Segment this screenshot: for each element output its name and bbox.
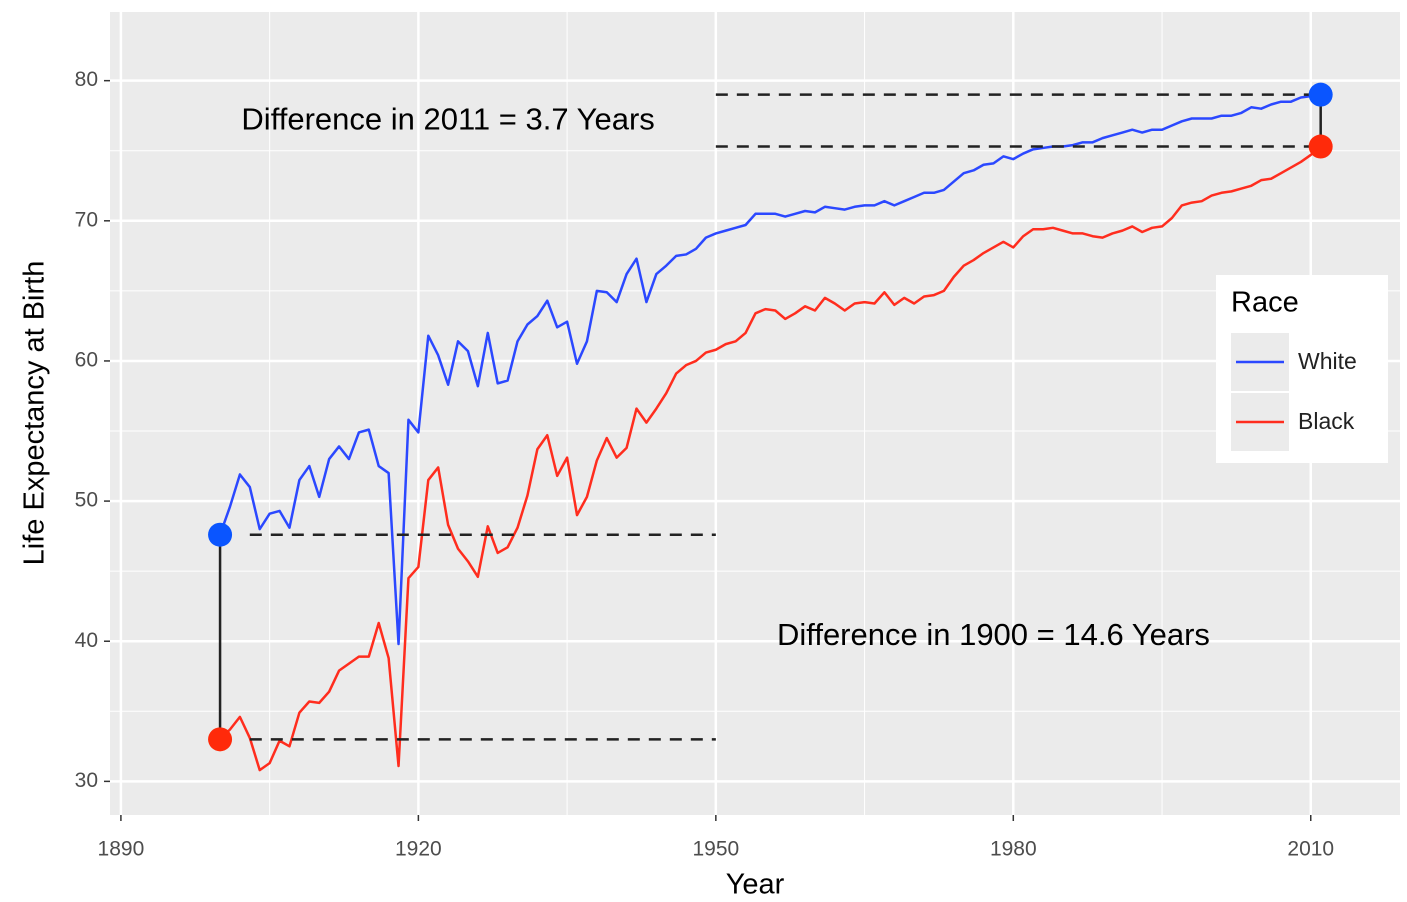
y-tick-label: 50 <box>75 489 98 512</box>
legend-label: White <box>1298 348 1357 374</box>
highlight-point <box>1308 134 1333 159</box>
x-axis-title: Year <box>726 869 785 901</box>
annotation: Difference in 2011 = 3.7 Years <box>241 101 654 136</box>
annotation: Difference in 1900 = 14.6 Years <box>777 617 1210 652</box>
highlight-point <box>208 522 233 547</box>
y-tick-label: 40 <box>75 629 98 652</box>
y-tick-label: 60 <box>75 348 98 371</box>
series-line <box>219 145 1322 772</box>
x-tick-label: 1890 <box>98 838 145 861</box>
x-tick-label: 1920 <box>395 838 442 861</box>
series-line <box>218 93 1321 646</box>
legend-label: Black <box>1298 408 1355 434</box>
highlight-point <box>1308 82 1333 107</box>
x-tick-label: 1950 <box>692 838 739 861</box>
y-tick-label: 80 <box>75 68 98 91</box>
highlight-point <box>208 727 233 752</box>
x-tick-label: 2010 <box>1287 838 1334 861</box>
y-axis-title: Life Expectancy at Birth <box>19 261 51 566</box>
legend-title: Race <box>1231 287 1299 319</box>
y-tick-label: 30 <box>75 769 98 792</box>
y-tick-label: 70 <box>75 208 98 231</box>
x-tick-label: 1980 <box>990 838 1037 861</box>
